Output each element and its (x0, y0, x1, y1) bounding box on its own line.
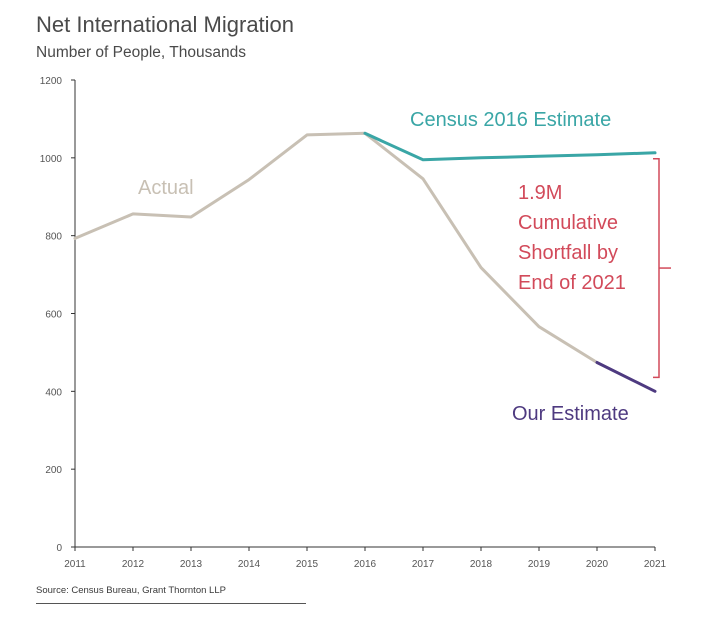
shortfall-label-line: Cumulative (518, 212, 618, 234)
shortfall-label-line: End of 2021 (518, 272, 626, 294)
x-tick-label: 2021 (644, 559, 667, 570)
y-tick-label: 200 (45, 465, 62, 476)
series-label-our-estimate: Our Estimate (512, 403, 629, 425)
y-tick-label: 800 (45, 232, 62, 243)
x-tick-label: 2013 (180, 559, 203, 570)
source-divider (36, 603, 306, 604)
series-line-census-2016-estimate (363, 131, 657, 162)
annotations: Actual Census 2016 Estimate Our Estimate 1.… (138, 109, 671, 425)
chart-title: Net International Migration (36, 12, 295, 37)
x-tick-label: 2018 (470, 559, 493, 570)
x-tick-label: 2012 (122, 559, 145, 570)
chart-subtitle: Number of People, Thousands (36, 44, 246, 61)
x-tick-label: 2017 (412, 559, 435, 570)
series-line-actual (73, 131, 599, 364)
y-tick-label: 1200 (40, 76, 63, 87)
series-line-our-estimate (595, 361, 657, 393)
shortfall-label-line: 1.9M (518, 182, 562, 204)
y-tick-label: 1000 (40, 154, 63, 165)
shortfall-label-line: Shortfall by (518, 242, 618, 264)
y-tick-label: 400 (45, 387, 62, 398)
y-tick-label: 0 (56, 543, 62, 554)
source-note: Source: Census Bureau, Grant Thornton LL… (36, 585, 226, 596)
x-tick-label: 2015 (296, 559, 319, 570)
x-tick-label: 2016 (354, 559, 377, 570)
shortfall-bracket (653, 158, 660, 379)
series-label-census-2016-estimate: Census 2016 Estimate (410, 109, 611, 131)
x-tick-label: 2019 (528, 559, 551, 570)
x-tick-label: 2014 (238, 559, 261, 570)
x-tick-label: 2011 (64, 559, 86, 570)
axes: 0 200 400 600 800 1000 1200 2011 2012 2013 2014 201… (40, 76, 667, 570)
y-tick-label: 600 (45, 310, 62, 321)
series-label-actual: Actual (138, 177, 194, 199)
series-lines (73, 131, 657, 393)
x-tick-label: 2020 (586, 559, 609, 570)
